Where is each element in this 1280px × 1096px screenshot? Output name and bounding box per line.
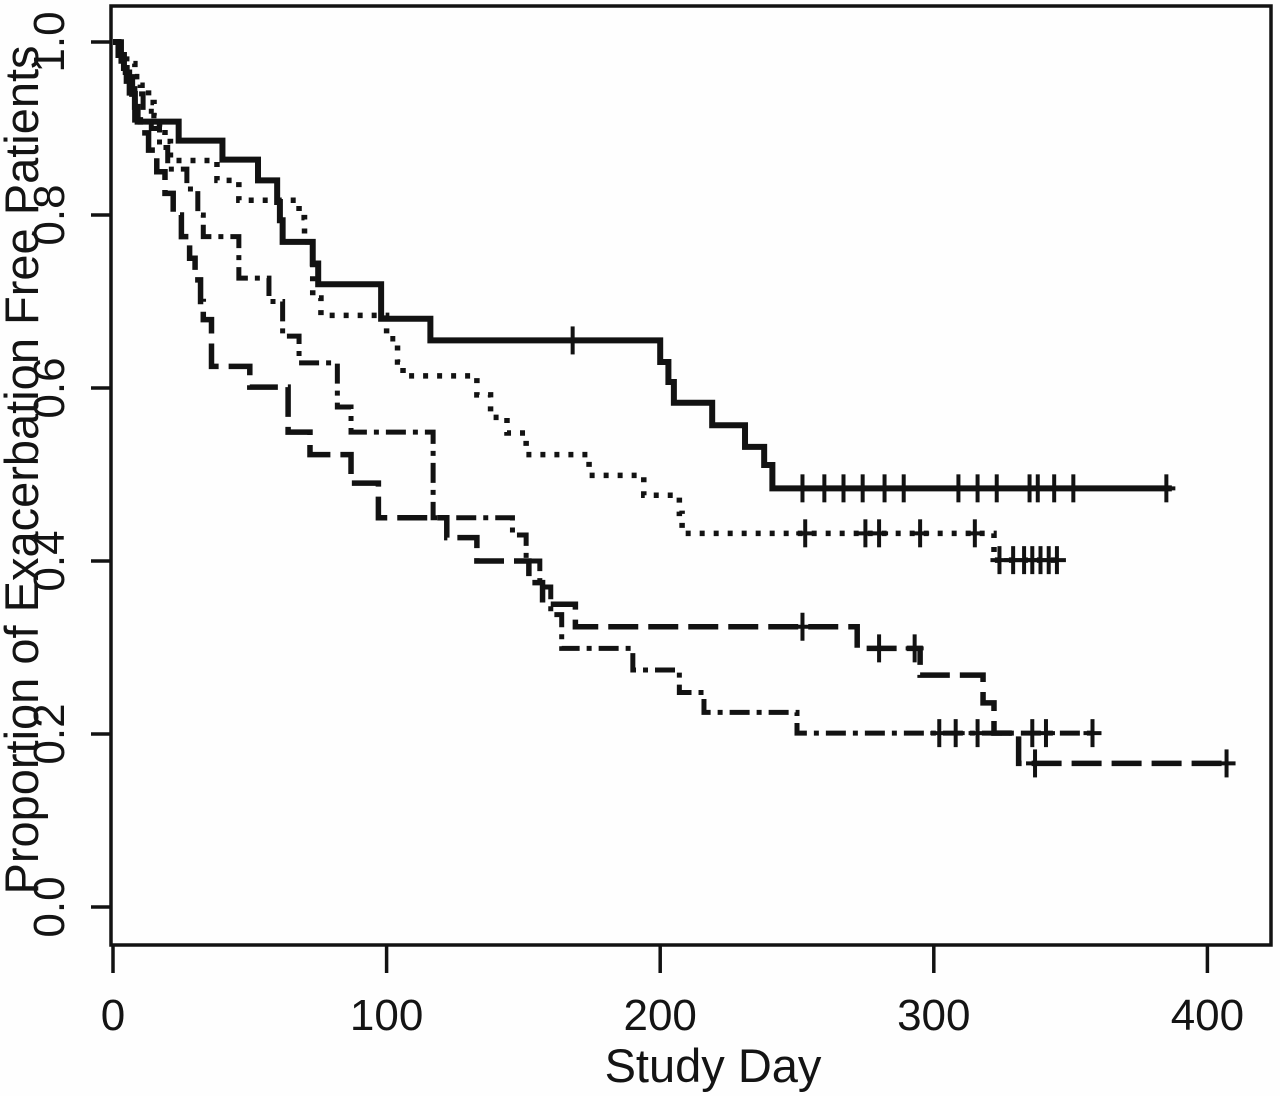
y-tick-label: 0.6 [25,357,74,418]
x-tick-label: 0 [101,991,125,1040]
censor-mark-arm-solid [793,474,812,503]
censor-mark-arm-solid [563,326,582,355]
y-tick-label: 1.0 [25,11,74,72]
km-curve-arm-dash-dot [113,39,1096,736]
y-tick-label: 0.8 [25,184,74,245]
censor-mark-arm-dash-dot [1036,719,1055,748]
censor-mark-arm-solid [875,474,894,503]
censor-mark-arm-solid [987,474,1006,503]
censor-mark-arm-dotted [965,519,984,548]
y-tick-label: 0.4 [25,530,74,591]
censor-mark-arm-long-dash [1217,749,1236,778]
y-tick-label: 0.2 [25,703,74,764]
censor-layer [563,326,1236,778]
censor-mark-arm-solid [894,474,913,503]
km-curve-arm-long-dash [113,39,1230,767]
y-tick-label: 0.0 [25,876,74,937]
censor-mark-arm-long-dash [905,634,924,663]
y-axis-title: Proportion of Exacerbation Free Patients [0,45,48,894]
censor-mark-arm-dash-dot [1083,719,1102,748]
censor-mark-arm-solid [968,474,987,503]
censor-mark-arm-dash-dot [968,719,987,748]
censor-mark-arm-dotted [796,519,815,548]
censor-mark-arm-solid [834,474,853,503]
censor-mark-arm-long-dash [870,634,889,663]
censor-mark-arm-solid [1064,474,1083,503]
curves-layer [113,39,1230,767]
censor-mark-arm-solid [1157,474,1176,503]
censor-mark-arm-dotted [911,519,930,548]
x-tick-label: 200 [623,991,696,1040]
censor-mark-arm-solid [949,474,968,503]
censor-mark-arm-long-dash [1026,749,1045,778]
censor-mark-arm-dash-dot [930,719,949,748]
censor-mark-arm-solid [815,474,834,503]
axes-layer: 0.0 0.2 0.4 0.6 0.8 1.0 0 100 200 300 400 [25,4,1273,1040]
censor-mark-arm-dotted [1047,546,1066,575]
censor-mark-arm-solid [1028,474,1047,503]
km-curve-arm-solid [113,39,1172,492]
km-curve-arm-dotted [113,39,1057,563]
censor-mark-arm-long-dash [793,612,812,641]
censor-mark-arm-dotted [870,519,889,548]
x-tick-label: 300 [897,991,970,1040]
x-axis-title: Study Day [605,1039,822,1092]
censor-mark-arm-solid [853,474,872,503]
x-tick-label: 400 [1171,991,1244,1040]
censor-mark-arm-solid [1045,474,1064,503]
x-tick-label: 100 [350,991,423,1040]
plot-box [109,4,1273,947]
censor-mark-arm-dash-dot [946,719,965,748]
